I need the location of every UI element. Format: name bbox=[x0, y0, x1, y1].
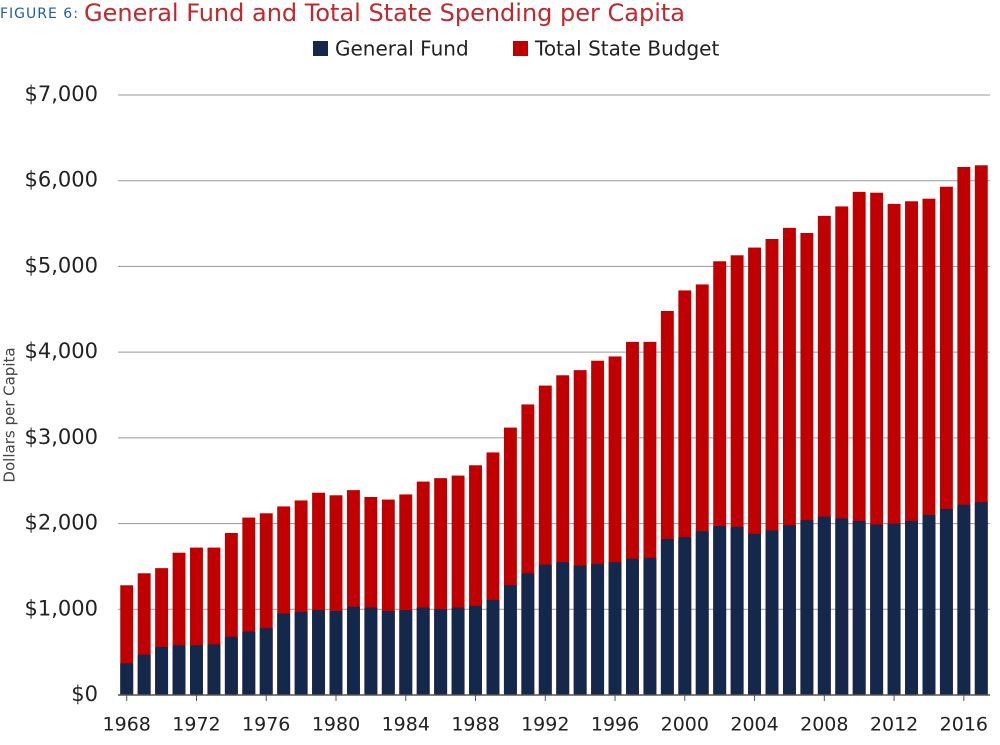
bar bbox=[329, 611, 343, 695]
y-axis-title: Dollars per Capita bbox=[1, 347, 19, 482]
bar bbox=[765, 530, 779, 695]
bar bbox=[678, 537, 692, 695]
figure-label: FIGURE 6: bbox=[0, 6, 79, 22]
y-tick-label: $5,000 bbox=[25, 253, 98, 277]
bar bbox=[713, 526, 727, 695]
bar bbox=[503, 585, 517, 695]
bar bbox=[957, 504, 971, 695]
bar bbox=[800, 520, 814, 695]
legend-label: General Fund bbox=[335, 37, 469, 61]
bar bbox=[120, 663, 134, 695]
bar bbox=[643, 557, 657, 695]
bar bbox=[852, 521, 866, 695]
bar bbox=[416, 607, 430, 695]
bar bbox=[887, 523, 901, 695]
y-tick-label: $0 bbox=[71, 682, 98, 706]
bar bbox=[573, 565, 587, 695]
bar bbox=[224, 636, 238, 695]
y-tick-label: $7,000 bbox=[25, 82, 98, 106]
x-tick-label: 1992 bbox=[521, 714, 569, 736]
bar bbox=[259, 628, 273, 695]
legend-label: Total State Budget bbox=[534, 37, 719, 61]
bar bbox=[137, 654, 151, 695]
bar bbox=[556, 562, 570, 695]
x-tick-label: 1976 bbox=[242, 714, 290, 736]
bar bbox=[155, 647, 169, 695]
x-tick-label: 1988 bbox=[451, 714, 499, 736]
legend-swatch bbox=[313, 41, 328, 56]
bar bbox=[434, 609, 448, 695]
y-tick-label: $2,000 bbox=[25, 511, 98, 535]
bar bbox=[939, 509, 953, 695]
bar bbox=[346, 606, 360, 695]
bar bbox=[608, 562, 622, 695]
y-tick-label: $3,000 bbox=[25, 425, 98, 449]
bar bbox=[591, 563, 605, 695]
bar bbox=[538, 564, 552, 695]
x-tick-label: 2004 bbox=[730, 714, 778, 736]
chart-title: General Fund and Total State Spending pe… bbox=[84, 0, 685, 27]
bar bbox=[974, 502, 988, 695]
bar bbox=[294, 611, 308, 695]
bar bbox=[660, 539, 674, 695]
x-tick-label: 2016 bbox=[940, 714, 988, 736]
bar bbox=[172, 645, 186, 695]
bar bbox=[486, 599, 500, 695]
bar bbox=[922, 515, 936, 695]
x-tick-label: 1968 bbox=[103, 714, 151, 736]
x-tick-label: 1980 bbox=[312, 714, 360, 736]
bar bbox=[469, 605, 482, 695]
bar bbox=[626, 558, 639, 695]
bar bbox=[870, 524, 884, 695]
bar bbox=[905, 521, 918, 695]
y-tick-label: $6,000 bbox=[25, 168, 98, 192]
bar bbox=[190, 645, 203, 695]
x-tick-label: 1972 bbox=[172, 714, 220, 736]
y-tick-label: $4,000 bbox=[25, 339, 98, 363]
bar bbox=[312, 610, 326, 695]
bar bbox=[748, 533, 762, 695]
bar bbox=[242, 631, 256, 695]
bar bbox=[381, 611, 395, 695]
bar bbox=[695, 531, 709, 695]
bar bbox=[277, 613, 291, 695]
y-tick-label: $1,000 bbox=[25, 596, 98, 620]
bar bbox=[782, 525, 796, 695]
legend-swatch bbox=[513, 41, 528, 56]
x-tick-label: 2000 bbox=[661, 714, 709, 736]
bar bbox=[521, 573, 535, 695]
bar bbox=[207, 644, 221, 695]
bar bbox=[364, 607, 378, 695]
bar bbox=[399, 610, 413, 695]
x-tick-label: 1996 bbox=[591, 714, 639, 736]
bar bbox=[817, 516, 831, 695]
bar bbox=[835, 518, 849, 695]
x-tick-label: 1984 bbox=[382, 714, 430, 736]
bar bbox=[730, 527, 744, 695]
bar bbox=[451, 607, 465, 695]
x-tick-label: 2012 bbox=[870, 714, 918, 736]
x-tick-label: 2008 bbox=[800, 714, 848, 736]
